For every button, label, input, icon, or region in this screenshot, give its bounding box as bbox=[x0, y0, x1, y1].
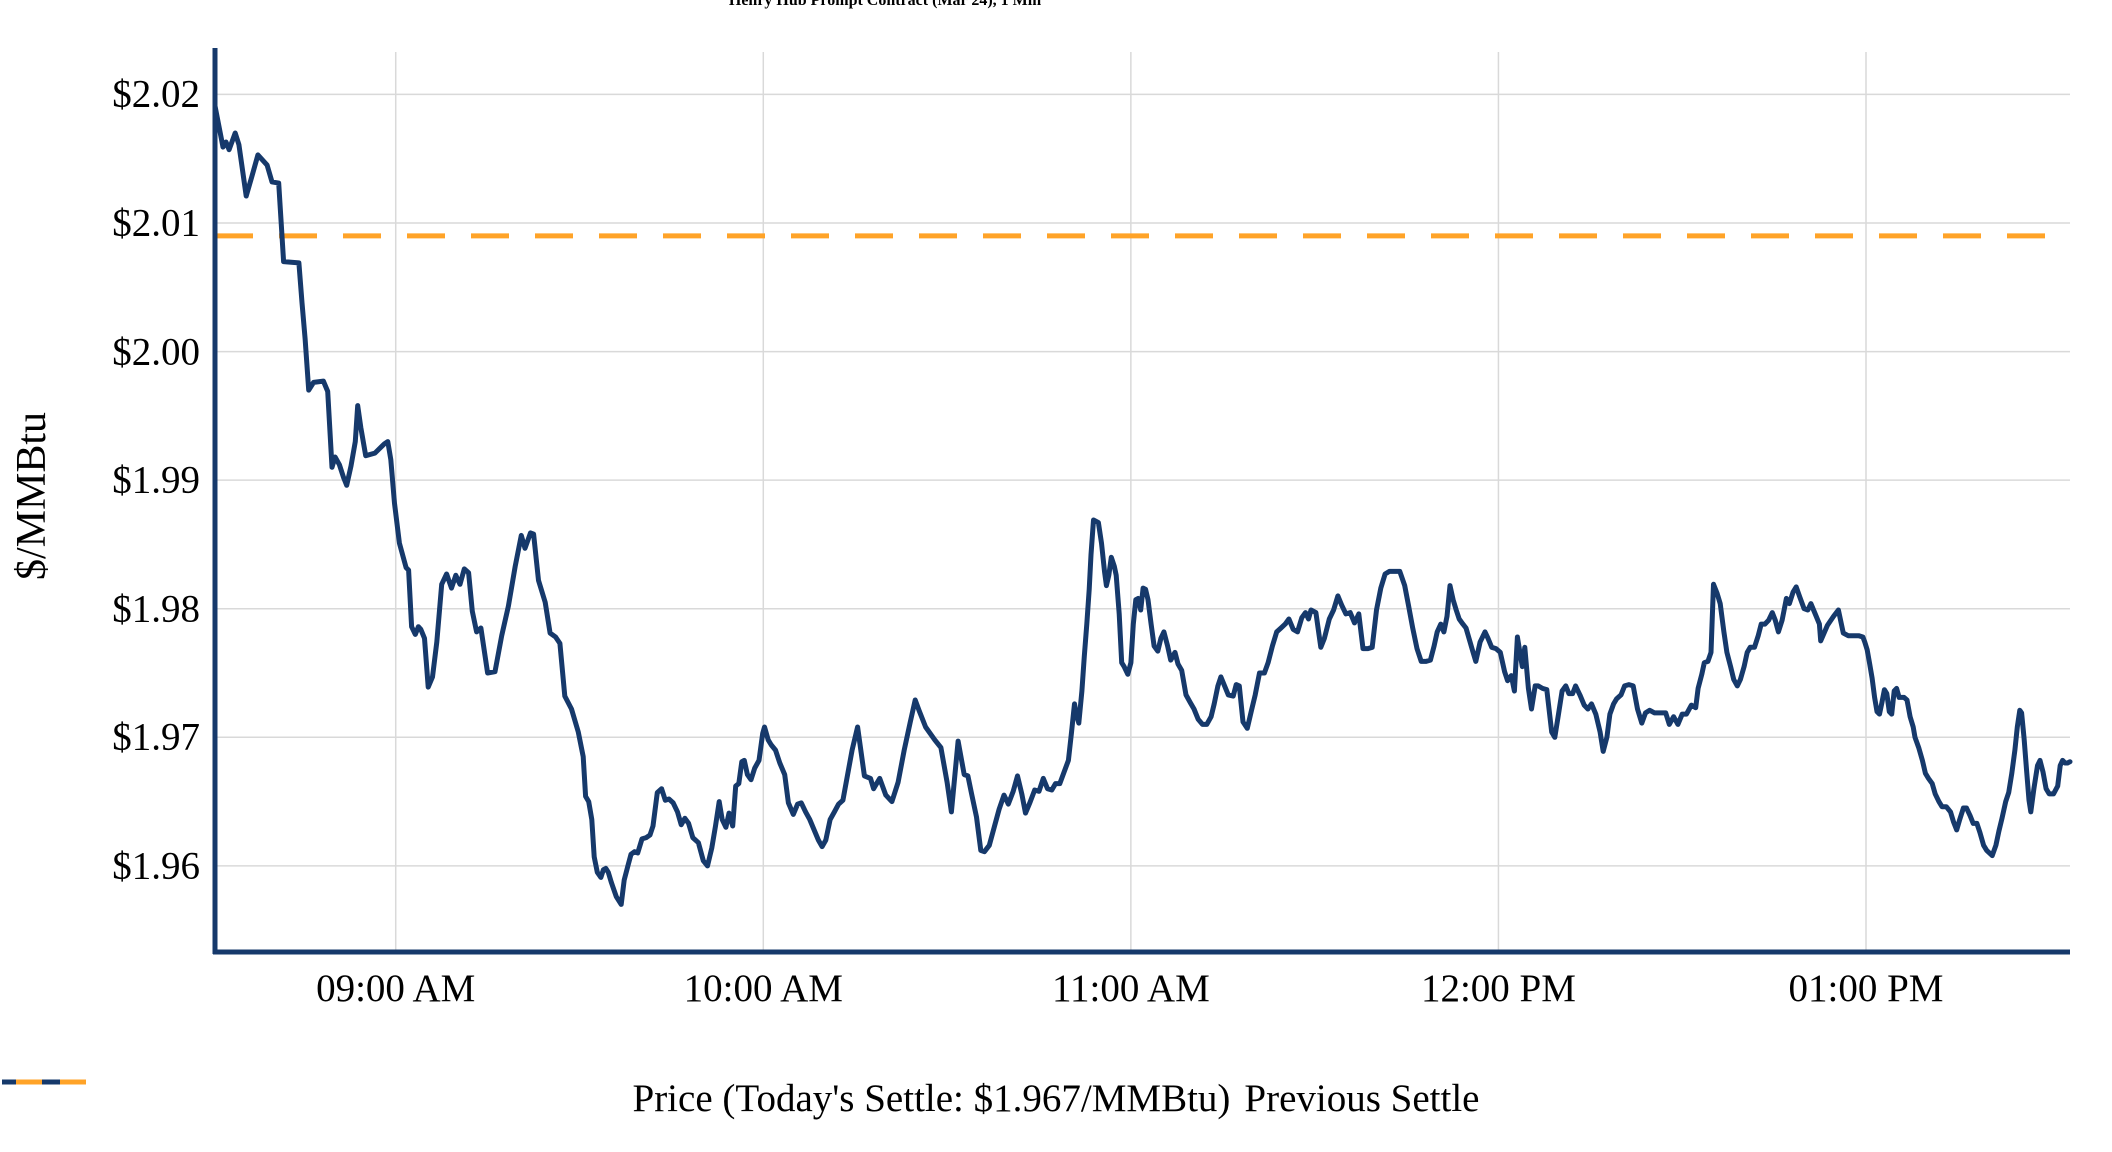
y-tick-label: $2.00 bbox=[112, 330, 200, 374]
gridlines bbox=[215, 52, 2070, 952]
chart-title: Henry Hub Prompt Contract (Mar 24), 1 Mi… bbox=[728, 0, 1042, 9]
y-tick-label: $1.98 bbox=[112, 587, 200, 631]
price-line bbox=[212, 103, 2073, 907]
y-tick-label: $2.01 bbox=[112, 201, 200, 245]
x-tick-label: 09:00 AM bbox=[316, 967, 476, 1010]
legend-settle-label: Previous Settle bbox=[1244, 1077, 1480, 1120]
x-tick-label: 10:00 AM bbox=[683, 967, 843, 1010]
x-tick-label: 12:00 PM bbox=[1420, 967, 1576, 1010]
y-tick-label: $1.97 bbox=[112, 715, 200, 759]
y-tick-label: $2.02 bbox=[112, 72, 200, 116]
legend: Price (Today's Settle: $1.967/MMBtu) Pre… bbox=[0, 1076, 2112, 1121]
x-tick-label: 11:00 AM bbox=[1051, 967, 1210, 1010]
legend-price-label: Price (Today's Settle: $1.967/MMBtu) bbox=[632, 1077, 1231, 1120]
legend-settle-swatch bbox=[16, 1079, 86, 1085]
x-tick-label: 01:00 PM bbox=[1788, 967, 1944, 1010]
y-tick-label: $1.96 bbox=[112, 844, 200, 888]
y-tick-label: $1.99 bbox=[112, 458, 200, 502]
